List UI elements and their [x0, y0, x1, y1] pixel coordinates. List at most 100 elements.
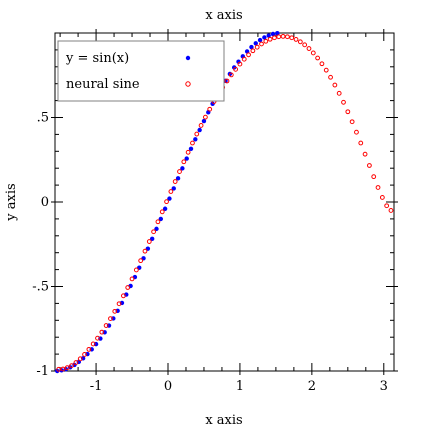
data-point: [112, 308, 118, 314]
data-point: [285, 34, 290, 40]
data-point: [185, 149, 191, 155]
y-tick-label: .5: [37, 111, 49, 126]
data-point: [310, 50, 316, 56]
data-point: [249, 44, 254, 50]
data-point: [171, 186, 176, 191]
data-point: [162, 206, 168, 211]
data-point: [233, 66, 239, 72]
data-point: [332, 82, 338, 88]
data-point: [276, 34, 282, 40]
data-point: [246, 52, 251, 58]
data-point: [129, 276, 135, 282]
data-point: [367, 163, 372, 168]
legend-marker-sin: [185, 55, 191, 61]
data-point: [306, 46, 312, 51]
data-point: [193, 137, 198, 142]
data-point: [237, 61, 243, 67]
data-point: [328, 74, 333, 80]
data-point: [175, 176, 181, 181]
data-point: [319, 61, 325, 67]
data-point: [201, 118, 207, 124]
data-point: [263, 38, 269, 44]
data-point: [155, 219, 161, 225]
data-point: [379, 195, 385, 200]
y-tick-label: -1: [36, 364, 49, 379]
data-point: [293, 37, 299, 42]
data-point: [210, 101, 215, 107]
data-point: [158, 216, 164, 222]
data-point: [90, 341, 96, 347]
data-point: [253, 41, 258, 46]
data-point: [203, 114, 208, 120]
data-point: [315, 55, 321, 61]
data-point: [64, 365, 70, 371]
data-point: [375, 185, 381, 190]
data-point: [95, 335, 100, 341]
data-point: [197, 127, 202, 133]
data-point: [341, 99, 346, 105]
data-point: [86, 346, 92, 352]
data-point: [241, 56, 247, 62]
data-point: [224, 78, 230, 84]
data-point: [181, 159, 187, 165]
x-tick-label: 0: [164, 379, 172, 394]
data-point: [275, 30, 280, 36]
data-point: [108, 316, 113, 322]
legend-box: [57, 40, 225, 102]
data-point: [297, 39, 303, 45]
data-point: [188, 146, 194, 151]
data-point: [257, 37, 263, 43]
series-layer: [55, 30, 394, 374]
data-point: [270, 31, 276, 37]
data-point: [250, 48, 256, 54]
x-axis-label: x axis: [205, 413, 242, 428]
data-point: [168, 189, 174, 194]
data-point: [142, 248, 148, 254]
data-point: [198, 123, 204, 128]
data-point: [184, 156, 189, 161]
data-point: [60, 366, 66, 372]
data-point: [384, 203, 390, 209]
chart-title: x axis: [205, 8, 242, 23]
legend: y = sin(x) neural sine: [57, 40, 225, 102]
data-point: [371, 174, 377, 180]
data-point: [254, 44, 260, 50]
tick-labels: -1 0 1 2 3 -1 -.5 0 .5: [32, 111, 388, 395]
data-point: [236, 59, 241, 64]
data-point: [349, 119, 355, 125]
x-tick-label: 2: [308, 379, 316, 394]
x-tick-label: 1: [236, 379, 244, 394]
data-point: [266, 33, 271, 38]
legend-label-sin: y = sin(x): [65, 51, 129, 66]
data-point: [388, 208, 394, 213]
data-point: [149, 236, 155, 242]
data-point: [354, 129, 359, 135]
data-point: [207, 106, 213, 112]
series-neural: [56, 33, 394, 372]
data-point: [56, 366, 62, 372]
data-point: [194, 131, 200, 137]
y-axis-label: y axis: [4, 183, 19, 221]
data-point: [358, 140, 364, 146]
data-point: [177, 169, 182, 174]
data-point: [228, 72, 234, 78]
data-point: [99, 329, 105, 335]
data-point: [345, 109, 351, 115]
data-point: [323, 67, 329, 73]
data-point: [116, 301, 122, 307]
axis-ticks: [51, 29, 398, 375]
data-point: [272, 35, 277, 41]
data-point: [289, 35, 295, 41]
data-point: [121, 293, 126, 299]
data-point: [69, 363, 75, 368]
y-tick-label: -.5: [32, 280, 49, 295]
data-point: [125, 285, 131, 290]
data-point: [82, 352, 87, 357]
data-point: [138, 258, 144, 264]
data-point: [159, 209, 165, 215]
data-point: [262, 35, 267, 40]
data-point: [164, 199, 169, 205]
data-point: [77, 356, 83, 362]
data-point: [302, 42, 308, 48]
